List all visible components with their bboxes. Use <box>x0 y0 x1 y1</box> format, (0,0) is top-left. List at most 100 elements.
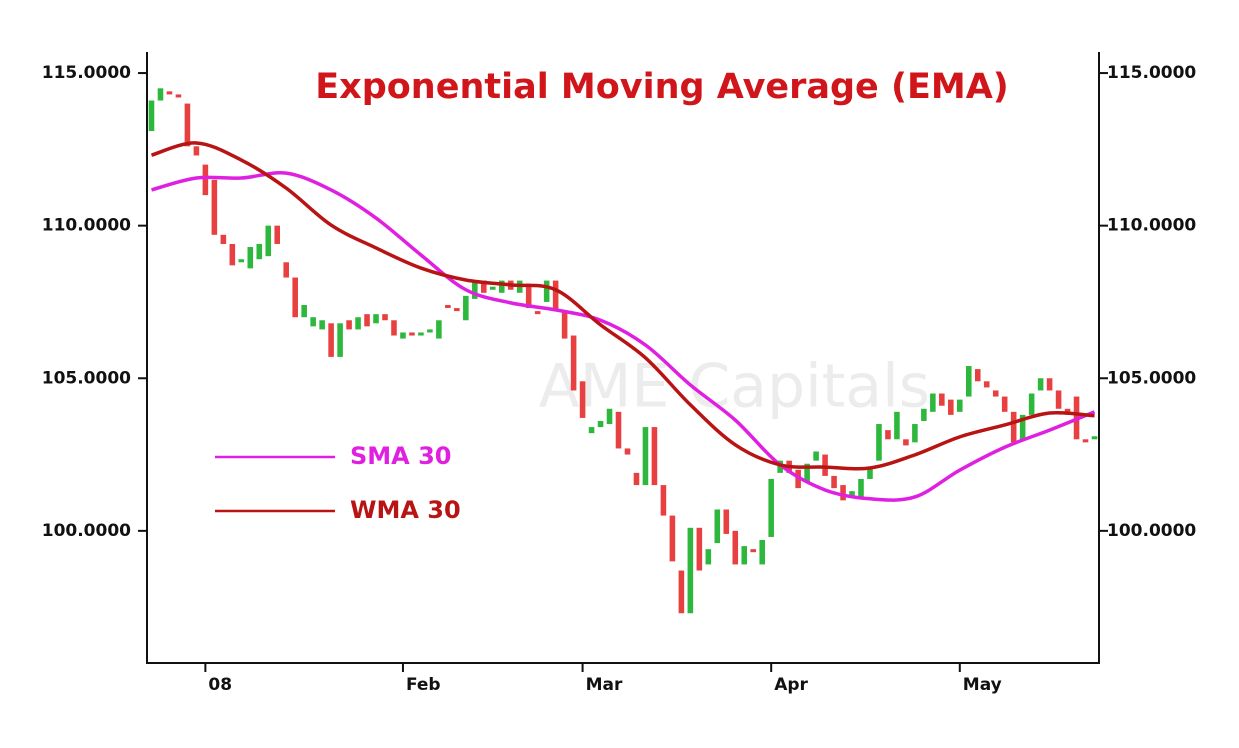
candle <box>588 427 595 434</box>
candle <box>723 509 730 534</box>
candle <box>570 335 577 391</box>
chart-title: Exponential Moving Average (EMA) <box>315 67 1009 107</box>
candle <box>759 540 765 565</box>
candle <box>813 451 819 461</box>
candle <box>858 478 864 498</box>
y-tick-label: 110.0000 <box>42 216 131 236</box>
candle <box>211 179 218 235</box>
candle <box>301 305 307 318</box>
line-series <box>150 141 1095 471</box>
candle <box>768 478 774 537</box>
candle <box>346 320 352 330</box>
candle <box>1010 411 1017 443</box>
candle <box>409 332 415 336</box>
candle <box>1019 414 1026 440</box>
candle <box>238 259 245 263</box>
candle <box>624 448 631 455</box>
candle <box>337 323 343 357</box>
line-series <box>151 171 1096 502</box>
candle <box>1028 393 1035 415</box>
candle <box>552 280 559 312</box>
candle <box>472 280 478 299</box>
candle <box>615 411 622 449</box>
candle <box>525 283 532 309</box>
y2-tick-label: 115.0000 <box>1107 63 1196 83</box>
candle <box>355 317 361 330</box>
candle <box>543 280 550 302</box>
candle <box>202 164 209 196</box>
candle <box>633 472 640 486</box>
candle <box>750 549 757 553</box>
candle <box>804 463 810 483</box>
candle <box>445 305 451 309</box>
candle <box>534 311 541 315</box>
candle <box>157 88 164 101</box>
candle <box>642 427 649 486</box>
candle <box>454 308 460 312</box>
candle <box>319 320 325 330</box>
candle <box>1001 396 1008 412</box>
candle <box>229 243 236 266</box>
candle <box>957 399 963 412</box>
candle <box>831 475 837 489</box>
candle <box>166 91 173 95</box>
legend-label: WMA 30 <box>350 496 461 524</box>
candle <box>373 314 379 324</box>
candle <box>498 280 505 293</box>
candle <box>930 393 936 412</box>
candle <box>992 390 999 397</box>
candle <box>175 94 182 98</box>
candle <box>974 369 981 382</box>
candle <box>687 527 694 614</box>
candle <box>939 393 945 406</box>
candle <box>606 408 613 425</box>
candle <box>651 427 658 486</box>
candle <box>669 515 676 562</box>
candle <box>427 329 433 333</box>
candle <box>292 277 298 318</box>
candle <box>436 320 442 339</box>
candle <box>965 366 972 397</box>
candle <box>876 424 882 461</box>
candle <box>840 485 846 501</box>
candle <box>1046 378 1053 391</box>
candle <box>247 247 254 269</box>
candle <box>705 549 712 565</box>
candle <box>256 243 263 260</box>
candle <box>274 225 281 244</box>
candle <box>328 323 334 357</box>
candle <box>265 225 272 257</box>
candle <box>696 527 703 571</box>
candle <box>220 234 227 244</box>
candle <box>184 103 191 147</box>
candle <box>894 411 900 440</box>
candle <box>1091 436 1098 440</box>
candle <box>481 280 487 293</box>
y2-tick-label: 105.0000 <box>1107 368 1196 388</box>
candle <box>400 332 406 339</box>
candle <box>903 439 909 446</box>
candle <box>660 485 667 516</box>
candle <box>1082 439 1089 443</box>
watermark: AME Capitals <box>539 352 930 422</box>
y-tick-label: 115.0000 <box>42 63 131 83</box>
candle <box>463 295 469 321</box>
candle <box>1055 390 1062 409</box>
candle <box>822 454 828 476</box>
candle <box>579 381 586 418</box>
candle <box>948 399 954 415</box>
candle <box>921 408 927 421</box>
candle <box>714 509 721 544</box>
candle <box>489 286 496 290</box>
candle <box>283 262 289 278</box>
candle <box>1037 378 1044 391</box>
candle <box>364 314 370 327</box>
candle <box>849 491 855 498</box>
x-tick-label: Feb <box>406 675 441 695</box>
x-tick-label: 08 <box>208 675 232 695</box>
candle <box>912 424 918 443</box>
candle <box>148 100 155 132</box>
x-tick-label: Mar <box>586 675 623 695</box>
x-tick-label: May <box>963 675 1002 695</box>
